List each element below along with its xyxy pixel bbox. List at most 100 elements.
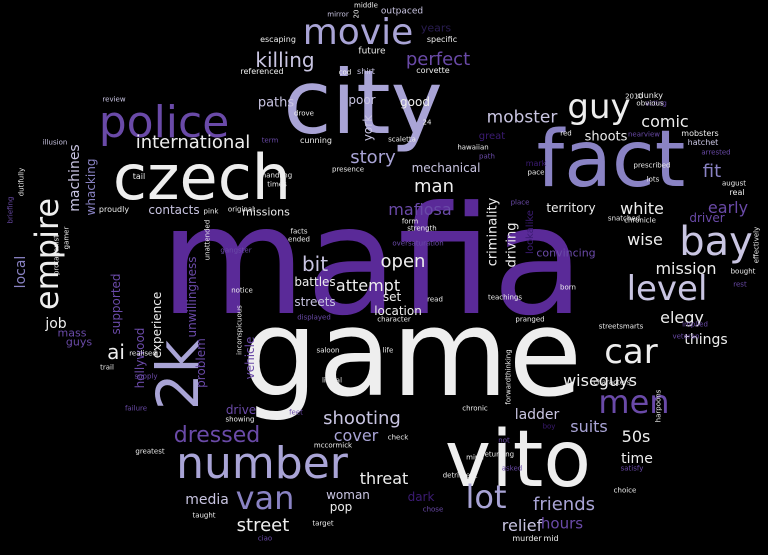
word-woman: woman: [326, 488, 370, 502]
word-lot: lot: [465, 478, 507, 516]
word-read: read: [427, 295, 443, 304]
word-street: street: [236, 515, 290, 536]
word-teachings: teachings: [487, 293, 523, 302]
word-van: van: [235, 479, 295, 517]
word-machines: machines: [67, 144, 83, 212]
word-convincing: convincing: [536, 246, 596, 260]
word-shooting: shooting: [323, 408, 401, 429]
word-paths: paths: [257, 95, 295, 111]
word-drove: drove: [294, 109, 314, 118]
word-pink: pink: [203, 207, 219, 216]
word-story: story: [350, 147, 396, 168]
word-cunning: cunning: [300, 136, 332, 145]
word-handling: handling: [261, 171, 293, 180]
word-taught: taught: [192, 511, 216, 520]
word-place: place: [510, 198, 530, 207]
word-chose: chose: [422, 505, 444, 514]
word-open: open: [380, 251, 426, 272]
word-lots: lots: [646, 175, 660, 184]
word-not: not: [498, 436, 510, 445]
word-good: good: [400, 95, 430, 109]
word-friends: friends: [532, 494, 596, 515]
word-outpaced: outpaced: [380, 6, 424, 17]
word-battles: battles: [294, 275, 336, 289]
word-game: game: [241, 285, 583, 424]
word-illusion: illusion: [42, 138, 68, 147]
word-real: real: [729, 188, 745, 197]
word-criminality: criminality: [485, 197, 501, 267]
word-mechanical: mechanical: [411, 161, 481, 175]
word-august: august: [722, 179, 746, 188]
word-tail: tail: [132, 172, 146, 181]
word-trail: trail: [100, 363, 114, 372]
word-local: local: [13, 255, 29, 289]
word-whacking: whacking: [84, 158, 98, 216]
word-notice: notice: [231, 286, 253, 295]
word-24: 24: [422, 118, 432, 127]
word-car: car: [604, 332, 658, 372]
word-snatched: snatched: [607, 214, 641, 223]
word-fact: fact: [536, 115, 686, 205]
word-character: character: [377, 315, 411, 324]
word-mobster: mobster: [486, 107, 558, 128]
word-mind: mind: [466, 453, 484, 462]
word-veteran: veteran: [672, 332, 700, 341]
word-missions: missions: [242, 205, 290, 219]
word-shirt: shirt: [357, 67, 375, 76]
word-detriment: detriment: [442, 471, 478, 480]
word-mark: mark: [525, 159, 547, 168]
word-czech: czech: [112, 141, 292, 214]
word-2010: 2010: [625, 92, 643, 101]
word-cod: cod: [338, 68, 352, 77]
word-realised: realised: [129, 349, 157, 358]
word-boy: boy: [542, 422, 556, 431]
word-characters: characters: [593, 378, 631, 387]
word-job: job: [45, 316, 67, 332]
word-path: path: [479, 152, 495, 161]
word-ladder: ladder: [514, 407, 560, 423]
word-effectively: effectively: [752, 226, 761, 264]
word-harpoons: harpoons: [654, 389, 663, 423]
word-pranged: pranged: [515, 315, 545, 324]
word-dutifully: dutifully: [17, 167, 26, 197]
word-comic: comic: [641, 112, 689, 131]
word-dressed: dressed: [173, 423, 261, 448]
word-acting: acting: [645, 99, 667, 108]
word-hatchet: hatchet: [687, 138, 719, 147]
word-bought: bought: [730, 267, 756, 276]
word-supported: supported: [109, 273, 123, 335]
word-50s: 50s: [621, 427, 651, 446]
word-vito: vito: [444, 415, 592, 505]
word-scaletta: scaletta: [388, 135, 416, 144]
word-future: future: [358, 46, 386, 57]
word-form: form: [401, 217, 419, 226]
word-oversaturation: oversaturation: [392, 239, 444, 248]
word-early: early: [707, 198, 749, 217]
word-mobsters: mobsters: [681, 129, 719, 138]
word-check: check: [387, 433, 409, 442]
word-shoots: shoots: [584, 129, 628, 145]
word-time: time: [621, 451, 653, 467]
word-minigame: minigame: [447, 354, 456, 390]
word-showing: showing: [225, 415, 255, 424]
word-mccormick: mccormick: [313, 441, 353, 450]
word-poor: poor: [348, 93, 376, 107]
word-gangster: gangster: [220, 246, 252, 255]
word-york: york: [361, 114, 375, 142]
word-inconspicuous: inconspicuous: [235, 305, 244, 355]
word-man: man: [414, 176, 454, 197]
word-briefing: briefing: [6, 196, 15, 224]
word-problem: problem: [194, 338, 208, 388]
word-killing: killing: [255, 48, 315, 72]
word-elegy: elegy: [660, 308, 704, 327]
word-unattended: unattended: [203, 219, 212, 261]
word-attempt: attempt: [335, 276, 401, 295]
word-review: review: [102, 95, 126, 104]
word-forwardthinking: forwardthinking: [504, 349, 513, 405]
word-corvette: corvette: [416, 66, 450, 75]
word-asked: asked: [501, 464, 523, 473]
word-city: city: [283, 51, 443, 154]
word-relief: relief: [501, 516, 543, 535]
word-born: born: [560, 283, 576, 292]
word-literal: literal: [321, 376, 343, 385]
